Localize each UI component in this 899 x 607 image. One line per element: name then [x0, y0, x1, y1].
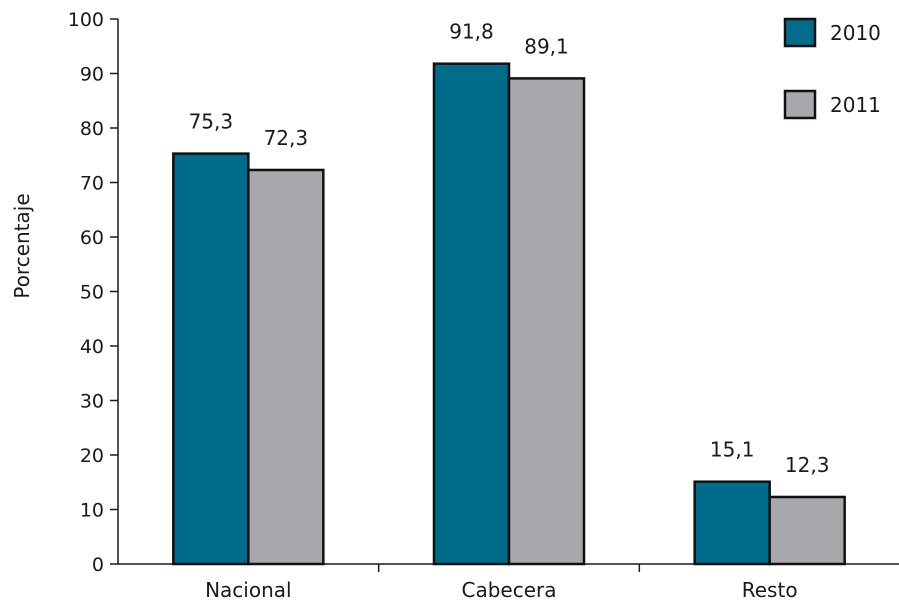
- y-tick-label: 50: [80, 282, 104, 304]
- y-tick-label: 60: [80, 227, 104, 249]
- value-labels: 75,3 72,3 91,8 89,1 15,1 12,3: [189, 20, 830, 477]
- legend-swatch-2011: [783, 89, 817, 120]
- data-label: 12,3: [785, 453, 830, 477]
- legend-label: 2011: [830, 93, 881, 117]
- bars: [172, 62, 846, 566]
- bar-2010-cabecera: [432, 62, 511, 566]
- y-tick-label: 90: [80, 64, 104, 86]
- data-label: 75,3: [189, 110, 234, 134]
- x-tick-label: Resto: [742, 578, 798, 602]
- y-axis-title: Porcentaje: [10, 193, 34, 298]
- bar-2011-nacional: [247, 168, 325, 566]
- bar-2011-resto: [768, 495, 846, 566]
- y-tick-label: 70: [80, 173, 104, 195]
- legend-label: 2010: [830, 21, 881, 45]
- data-label: 15,1: [710, 438, 755, 462]
- y-tick-label: 10: [80, 500, 104, 522]
- y-tick-label: 0: [92, 554, 104, 576]
- data-label: 91,8: [449, 20, 494, 44]
- bar-2010-nacional: [172, 152, 250, 566]
- y-axis-ticks: 0 10 20 30 40 50 60 70 80 90 100: [68, 9, 118, 576]
- bar-2010-resto: [693, 480, 771, 566]
- y-tick-label: 30: [80, 391, 104, 413]
- y-tick-label: 80: [80, 118, 104, 140]
- y-tick-label: 100: [68, 9, 104, 31]
- legend: 2010 2011: [783, 17, 881, 120]
- bar-2011-cabecera: [507, 77, 586, 566]
- y-tick-label: 20: [80, 445, 104, 467]
- y-tick-label: 40: [80, 336, 104, 358]
- x-axis-ticks: Nacional Cabecera Resto: [205, 564, 798, 602]
- legend-swatch-2010: [783, 17, 817, 48]
- x-tick-label: Cabecera: [462, 578, 557, 602]
- data-label: 89,1: [524, 34, 569, 58]
- data-label: 72,3: [264, 126, 309, 150]
- x-tick-label: Nacional: [205, 578, 292, 602]
